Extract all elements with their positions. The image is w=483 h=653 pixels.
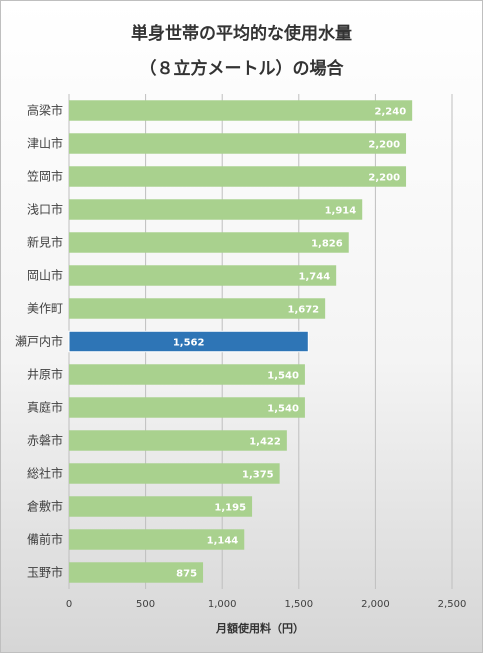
data-label: 1,744 — [299, 272, 331, 283]
bar — [69, 166, 407, 187]
data-label: 1,826 — [311, 239, 343, 250]
bar — [69, 562, 204, 583]
bar — [69, 496, 253, 517]
x-tick-label: 1,000 — [208, 599, 237, 610]
data-label: 1,672 — [288, 305, 320, 316]
category-label: 美作町 — [27, 302, 63, 316]
category-label: 真庭市 — [27, 400, 63, 415]
bar — [69, 133, 407, 154]
category-label: 津山市 — [27, 136, 63, 151]
category-label: 高梁市 — [27, 103, 63, 118]
category-label: 瀬戸内市 — [15, 334, 63, 349]
category-label: 倉敷市 — [27, 499, 63, 514]
data-label: 1,195 — [214, 503, 246, 514]
bar — [68, 330, 309, 353]
data-label: 1,540 — [267, 371, 299, 382]
category-label: 総社市 — [27, 466, 63, 481]
bar — [69, 100, 413, 121]
data-label: 1,375 — [242, 470, 274, 481]
category-label: 赤磐市 — [27, 433, 63, 448]
x-tick-labels: 0 500 1,000 1,500 2,000 2,500 — [66, 599, 467, 610]
category-label: 岡山市 — [27, 268, 63, 283]
chart-title-line1: 単身世帯の平均的な使用水量 — [131, 24, 352, 44]
bar — [69, 364, 305, 385]
category-label: 玉野市 — [27, 565, 63, 580]
category-label: 井原市 — [27, 367, 63, 382]
data-label: 1,540 — [267, 404, 299, 415]
data-label: 2,200 — [368, 173, 400, 184]
x-tick-label: 1,500 — [284, 599, 313, 610]
data-label: 1,422 — [249, 437, 281, 448]
data-label: 2,240 — [375, 107, 407, 118]
chart-title-line2: （８立方メートル）の場合 — [139, 59, 344, 79]
bar — [69, 529, 245, 550]
data-label: 1,562 — [173, 338, 205, 349]
bar — [69, 430, 287, 451]
bar — [69, 265, 337, 286]
data-label: 875 — [176, 569, 197, 580]
bar — [69, 298, 326, 319]
category-label: 浅口市 — [27, 202, 63, 217]
category-labels: 高梁市津山市笠岡市浅口市新見市岡山市美作町瀬戸内市井原市真庭市赤磐市総社市倉敷市… — [15, 103, 63, 580]
category-label: 新見市 — [27, 235, 63, 250]
x-tick-label: 500 — [136, 599, 155, 610]
bar — [69, 199, 363, 220]
bar — [69, 397, 305, 418]
data-label: 2,200 — [368, 140, 400, 151]
x-axis-label: 月額使用料（円） — [215, 621, 304, 635]
x-tick-label: 2,000 — [361, 599, 390, 610]
bar — [69, 463, 280, 484]
x-tick-label: 2,500 — [438, 599, 467, 610]
data-label: 1,144 — [207, 536, 239, 547]
x-tick-label: 0 — [66, 599, 72, 610]
bars: 2,240 2,200 2,200 1,914 1,826 1,744 1,672 1,562… — [68, 100, 413, 583]
category-label: 備前市 — [27, 532, 63, 547]
data-label: 1,914 — [325, 206, 357, 217]
bar — [69, 232, 349, 253]
category-label: 笠岡市 — [27, 169, 63, 184]
